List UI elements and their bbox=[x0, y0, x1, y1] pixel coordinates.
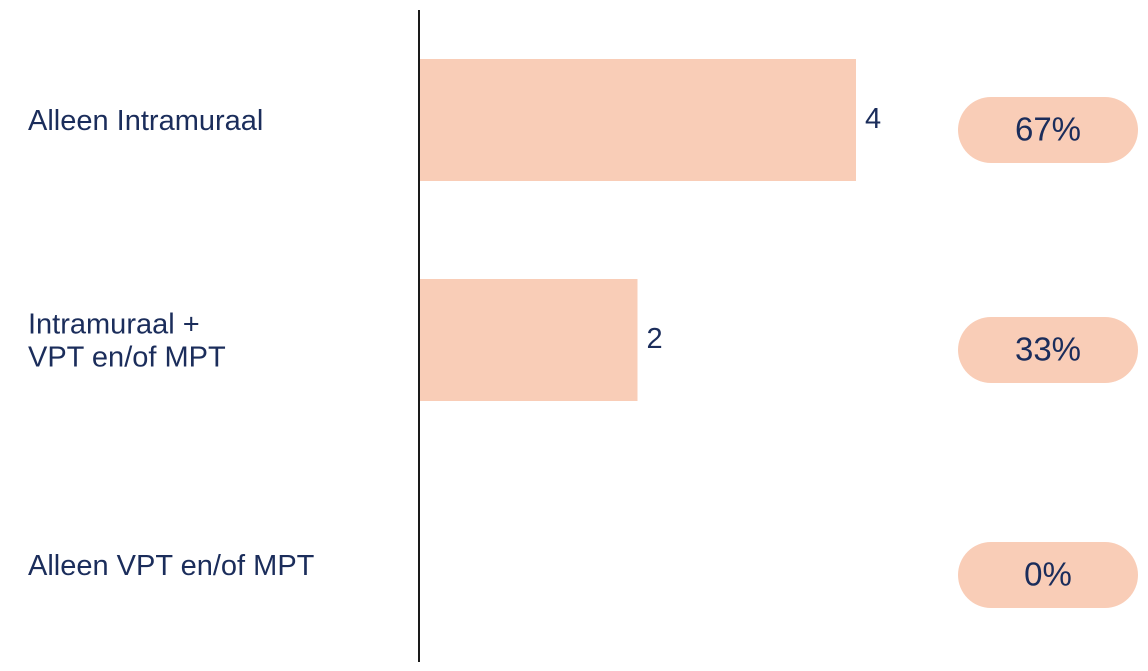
category-label: Intramuraal + bbox=[28, 309, 200, 341]
data-label: 4 bbox=[865, 103, 881, 135]
category-label: Alleen VPT en/of MPT bbox=[28, 550, 315, 582]
category-label: VPT en/of MPT bbox=[28, 342, 226, 374]
percentage-label: 33% bbox=[1015, 330, 1081, 367]
percentage-label: 67% bbox=[1015, 110, 1081, 147]
data-label: 2 bbox=[647, 323, 663, 355]
percentage-label: 0% bbox=[1024, 555, 1072, 592]
percentage-badge bbox=[958, 97, 1138, 163]
percentage-badge bbox=[958, 542, 1138, 608]
bar bbox=[419, 59, 856, 181]
category-label: Alleen Intramuraal bbox=[28, 105, 263, 137]
bar bbox=[419, 279, 638, 401]
percentage-badge bbox=[958, 317, 1138, 383]
